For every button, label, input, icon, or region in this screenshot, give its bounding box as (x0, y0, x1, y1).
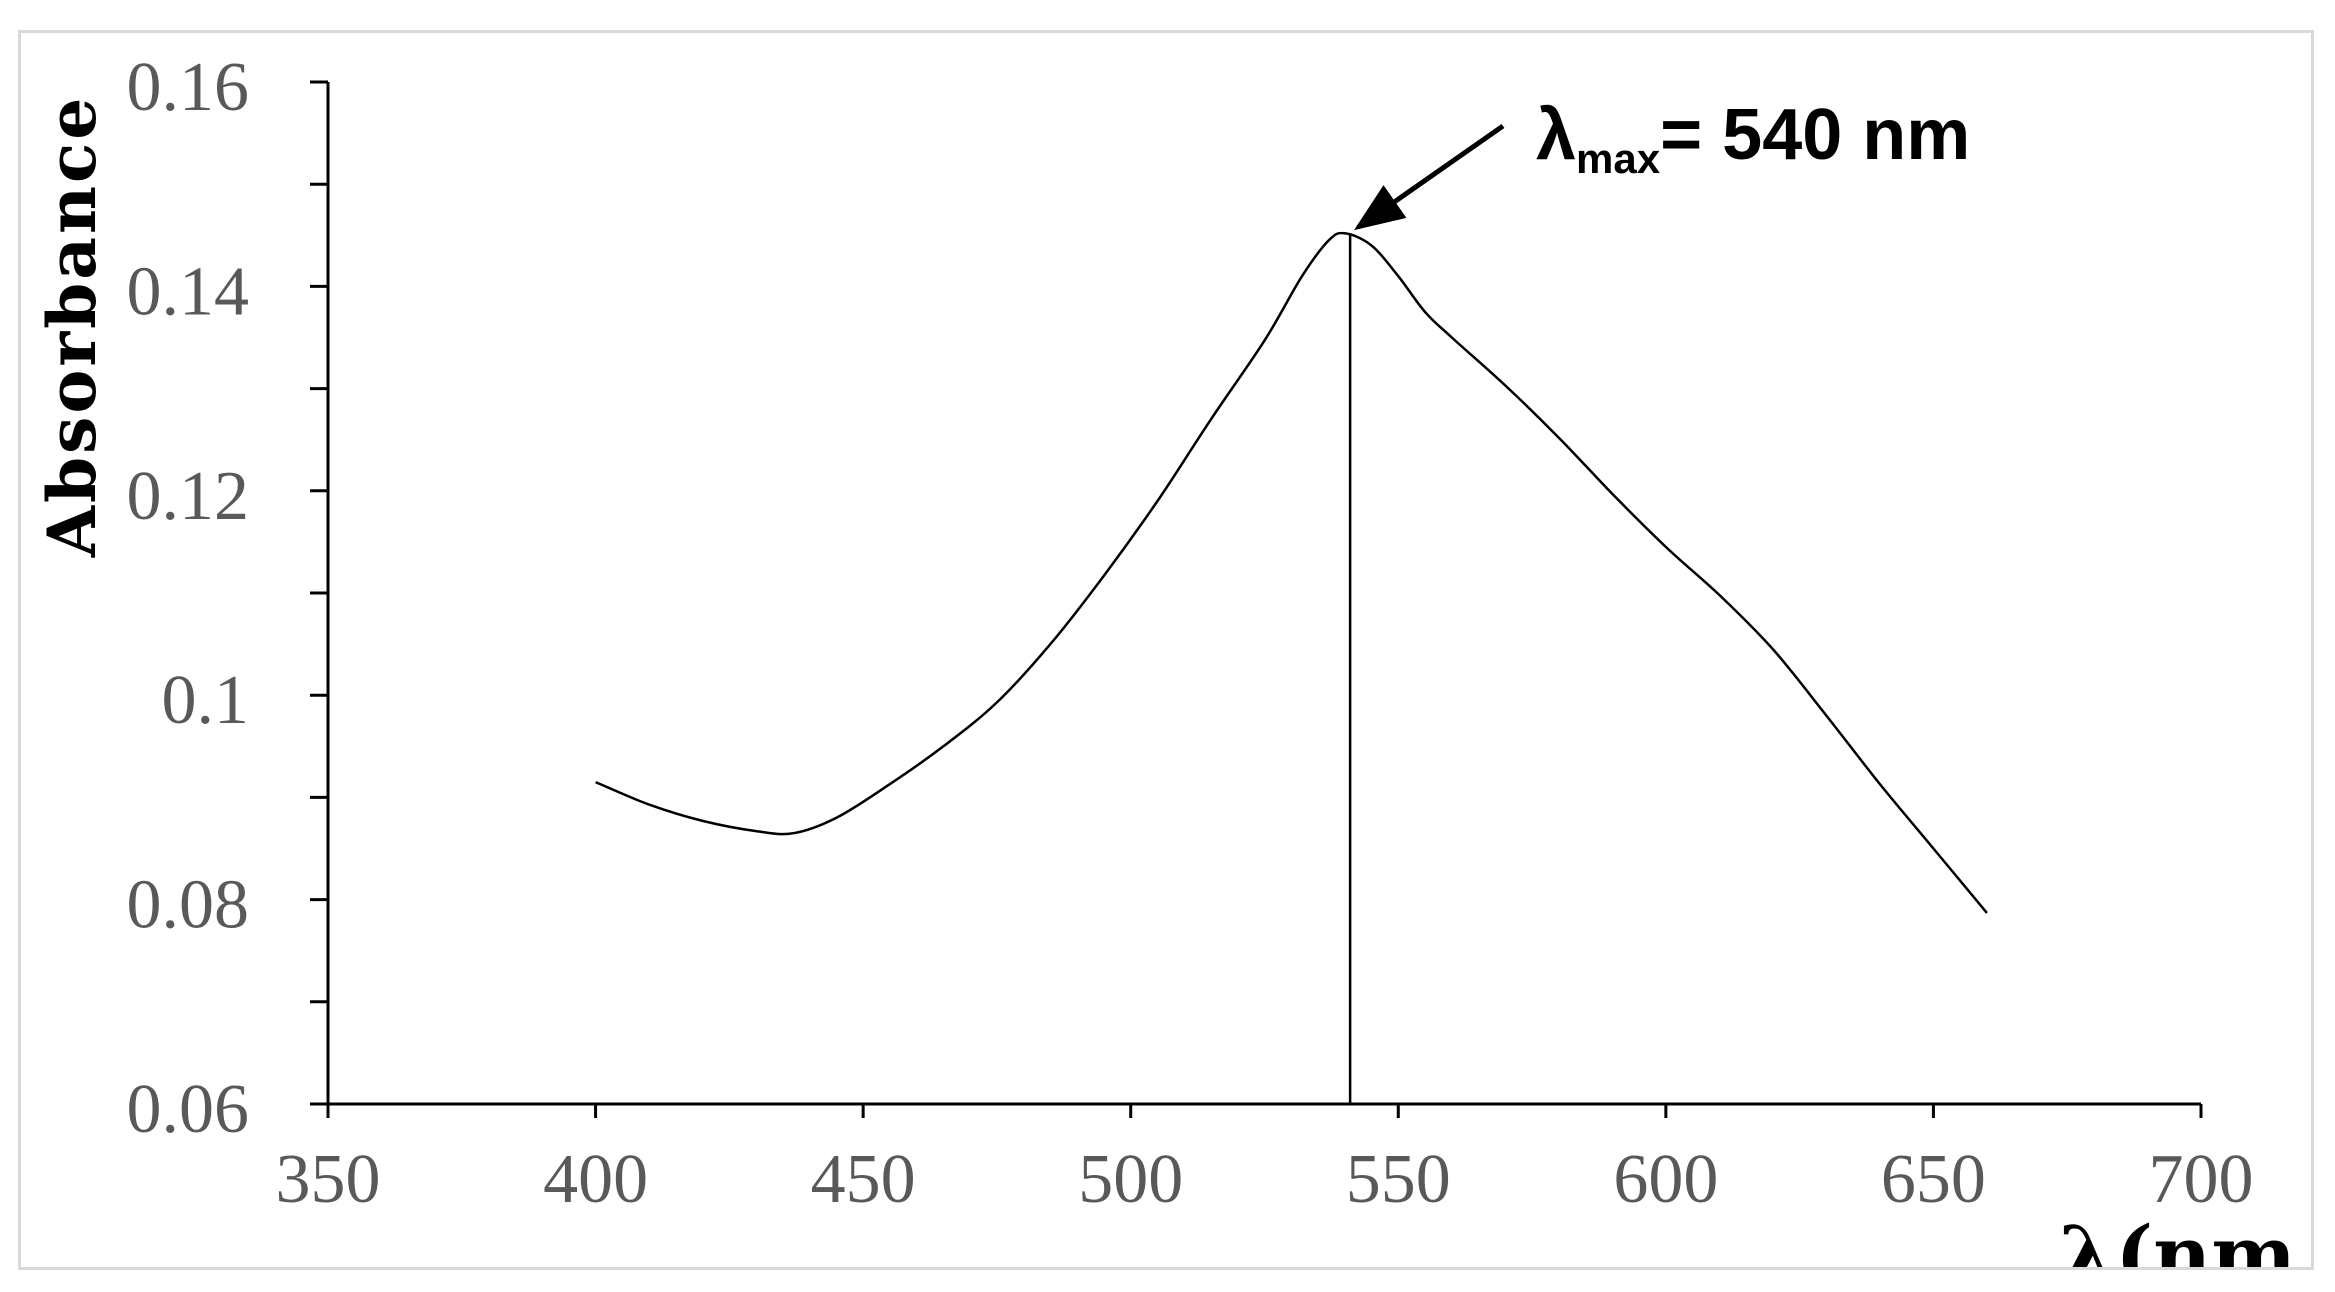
x-tick-label: 400 (543, 1141, 648, 1218)
series-layer (595, 231, 1988, 914)
y-tick-label: 0.12 (127, 458, 250, 535)
y-tick-label: 0.1 (162, 662, 250, 739)
x-tick-label: 600 (1613, 1141, 1718, 1218)
x-tick-label: 450 (811, 1141, 916, 1218)
y-axis-title: Absorbance (33, 95, 111, 558)
x-tick-label: 650 (1881, 1141, 1986, 1218)
lambda-max-arrow (1354, 123, 1505, 231)
y-tick-label: 0.14 (127, 253, 250, 330)
x-axis-title: λ(nm (2059, 1208, 2296, 1267)
chart-frame: 0.06 0.08 0.1 0.12 0.14 0.16 350 400 450 500 550 6… (18, 30, 2314, 1270)
axes (326, 82, 2201, 1106)
x-axis-ticks: 350 400 450 500 550 600 650 700 (276, 1104, 2254, 1218)
y-tick-label: 0.06 (127, 1071, 250, 1148)
x-tick-label: 500 (1078, 1141, 1183, 1218)
x-tick-label: 550 (1346, 1141, 1451, 1218)
spectrum-line (595, 231, 1988, 914)
lambda-max-label: λmax= 540 nm (1536, 95, 1970, 182)
x-tick-label: 350 (276, 1141, 381, 1218)
y-tick-label: 0.08 (127, 867, 250, 944)
y-tick-label: 0.16 (127, 49, 250, 126)
annotation-layer: λmax= 540 nm (1348, 95, 1970, 1104)
x-tick-label: 700 (2149, 1141, 2254, 1218)
absorbance-spectrum-chart: 0.06 0.08 0.1 0.12 0.14 0.16 350 400 450 500 550 6… (33, 49, 2296, 1267)
y-axis-ticks: 0.06 0.08 0.1 0.12 0.14 0.16 (127, 49, 328, 1148)
